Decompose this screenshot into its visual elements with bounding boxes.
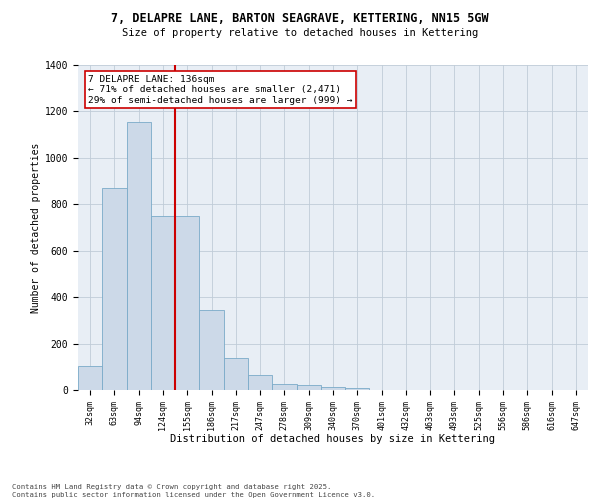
Bar bbox=[151, 216, 175, 390]
Y-axis label: Number of detached properties: Number of detached properties bbox=[31, 142, 41, 312]
Bar bbox=[321, 387, 345, 390]
Bar bbox=[199, 310, 224, 390]
Text: 7, DELAPRE LANE, BARTON SEAGRAVE, KETTERING, NN15 5GW: 7, DELAPRE LANE, BARTON SEAGRAVE, KETTER… bbox=[111, 12, 489, 26]
Bar bbox=[78, 366, 102, 390]
Bar bbox=[296, 386, 321, 390]
Bar bbox=[102, 188, 127, 390]
Bar bbox=[175, 216, 199, 390]
Text: 7 DELAPRE LANE: 136sqm
← 71% of detached houses are smaller (2,471)
29% of semi-: 7 DELAPRE LANE: 136sqm ← 71% of detached… bbox=[88, 74, 353, 104]
Bar bbox=[248, 375, 272, 390]
Bar bbox=[272, 384, 296, 390]
Text: Contains HM Land Registry data © Crown copyright and database right 2025.
Contai: Contains HM Land Registry data © Crown c… bbox=[12, 484, 375, 498]
Bar bbox=[224, 358, 248, 390]
Bar bbox=[127, 122, 151, 390]
X-axis label: Distribution of detached houses by size in Kettering: Distribution of detached houses by size … bbox=[170, 434, 496, 444]
Bar bbox=[345, 388, 370, 390]
Text: Size of property relative to detached houses in Kettering: Size of property relative to detached ho… bbox=[122, 28, 478, 38]
